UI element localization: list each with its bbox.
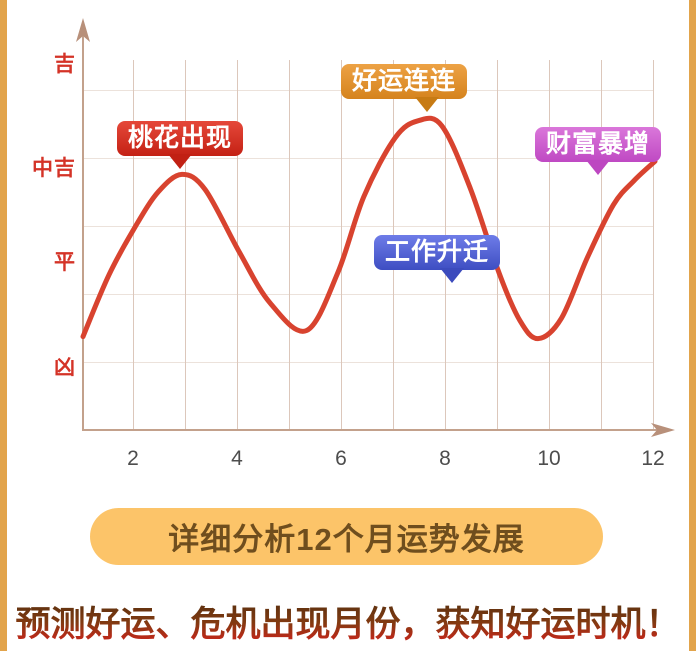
x-tick-2: 2: [127, 447, 139, 470]
x-axis-arrow-icon: [651, 423, 675, 437]
fortune-chart: 吉 中吉 平 凶 2 4 6 8 10 12 桃花出现 好运连连 工作升迁 财富…: [32, 18, 675, 470]
x-tick-6: 6: [335, 447, 347, 470]
callout-good-luck-label: 好运连连: [352, 67, 457, 95]
headline-text: 预测好运、危机出现月份，获知好运时机！: [0, 596, 696, 647]
callout-peach-blossom-label: 桃花出现: [128, 124, 233, 152]
callout-job-promotion: 工作升迁: [374, 235, 501, 283]
callout-tail: [440, 268, 464, 283]
callout-peach-blossom: 桃花出现: [117, 121, 244, 169]
y-tick-ping: 平: [54, 251, 76, 274]
x-tick-10: 10: [537, 447, 561, 470]
y-tick-zhongji: 中吉: [32, 157, 76, 180]
detailed-analysis-button[interactable]: 详细分析12个月运势发展: [90, 508, 603, 565]
x-tick-12: 12: [641, 447, 665, 470]
callout-job-promotion-label: 工作升迁: [385, 238, 490, 266]
callout-wealth-surge-label: 财富暴增: [546, 130, 651, 158]
y-tick-ji: 吉: [54, 53, 76, 76]
fortune-curve: [80, 115, 658, 342]
callout-tail: [586, 160, 610, 175]
y-axis-arrow-icon: [76, 18, 90, 42]
callout-good-luck: 好运连连: [341, 64, 468, 112]
left-border-stripe: [0, 0, 7, 651]
right-border-stripe: [689, 0, 696, 651]
x-tick-4: 4: [231, 447, 243, 470]
callout-tail: [168, 154, 192, 169]
callout-tail: [415, 97, 439, 112]
callout-wealth-surge: 财富暴增: [535, 127, 662, 175]
axes: [82, 34, 660, 431]
x-tick-8: 8: [439, 447, 451, 470]
y-tick-xiong: 凶: [54, 356, 76, 379]
